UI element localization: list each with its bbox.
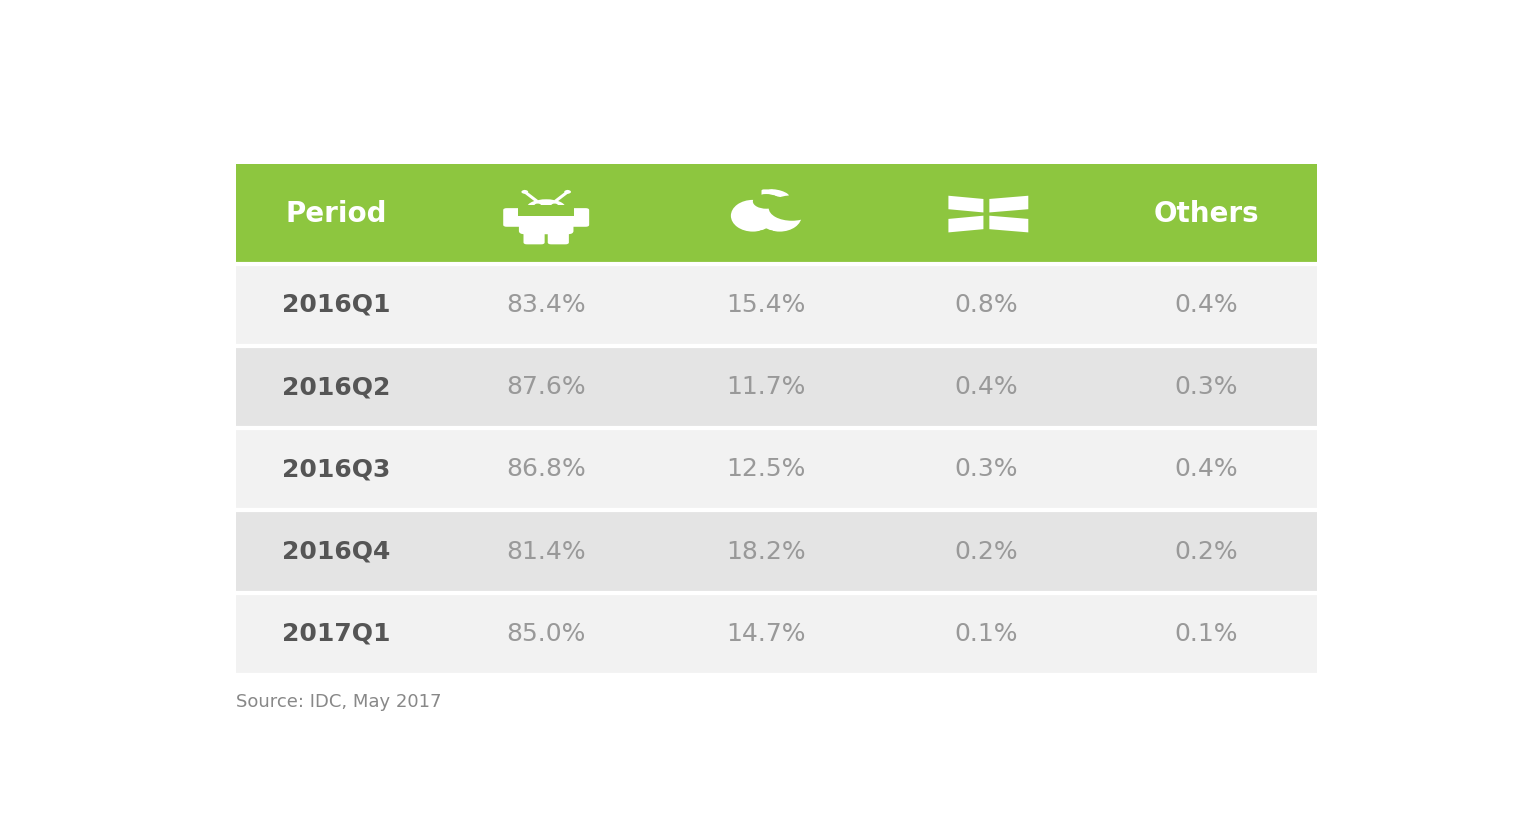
Text: 2017Q1: 2017Q1: [282, 621, 391, 646]
Text: 0.2%: 0.2%: [954, 540, 1018, 564]
Circle shape: [535, 203, 541, 208]
FancyBboxPatch shape: [876, 510, 1097, 593]
Text: 0.4%: 0.4%: [954, 375, 1018, 399]
Text: 83.4%: 83.4%: [506, 293, 586, 317]
Text: 11.7%: 11.7%: [727, 375, 806, 399]
Circle shape: [753, 194, 780, 208]
Text: 2016Q1: 2016Q1: [282, 293, 391, 317]
Text: 0.4%: 0.4%: [1174, 293, 1238, 317]
FancyBboxPatch shape: [236, 346, 436, 428]
FancyBboxPatch shape: [520, 207, 574, 234]
Text: Others: Others: [1154, 200, 1259, 228]
Text: 2016Q4: 2016Q4: [282, 540, 391, 564]
FancyBboxPatch shape: [656, 264, 876, 346]
Ellipse shape: [756, 229, 777, 240]
FancyBboxPatch shape: [656, 593, 876, 675]
FancyBboxPatch shape: [1097, 510, 1317, 593]
FancyBboxPatch shape: [548, 228, 568, 244]
FancyBboxPatch shape: [656, 428, 876, 510]
FancyBboxPatch shape: [518, 205, 574, 216]
FancyBboxPatch shape: [656, 510, 876, 593]
Polygon shape: [989, 196, 1029, 213]
FancyBboxPatch shape: [876, 593, 1097, 675]
Text: 0.2%: 0.2%: [1174, 540, 1238, 564]
FancyBboxPatch shape: [236, 510, 436, 593]
Text: Period: Period: [285, 200, 386, 228]
Ellipse shape: [758, 200, 801, 232]
FancyBboxPatch shape: [656, 164, 876, 264]
Text: Source: IDC, May 2017: Source: IDC, May 2017: [236, 693, 442, 711]
FancyBboxPatch shape: [236, 264, 436, 346]
FancyBboxPatch shape: [436, 264, 656, 346]
Text: 18.2%: 18.2%: [727, 540, 806, 564]
Text: 0.3%: 0.3%: [1174, 375, 1238, 399]
FancyBboxPatch shape: [436, 428, 656, 510]
FancyBboxPatch shape: [436, 164, 656, 264]
Text: 15.4%: 15.4%: [727, 293, 806, 317]
Circle shape: [551, 203, 558, 208]
Text: 86.8%: 86.8%: [506, 457, 586, 481]
FancyBboxPatch shape: [1097, 346, 1317, 428]
FancyBboxPatch shape: [876, 428, 1097, 510]
Ellipse shape: [730, 200, 774, 232]
FancyBboxPatch shape: [436, 346, 656, 428]
Polygon shape: [948, 216, 983, 233]
Text: 85.0%: 85.0%: [506, 621, 586, 646]
Ellipse shape: [768, 189, 789, 198]
Text: 81.4%: 81.4%: [506, 540, 586, 564]
Text: 0.1%: 0.1%: [954, 621, 1018, 646]
FancyBboxPatch shape: [1097, 428, 1317, 510]
Text: 0.1%: 0.1%: [1174, 621, 1238, 646]
FancyBboxPatch shape: [762, 189, 774, 201]
Text: 0.8%: 0.8%: [954, 293, 1018, 317]
FancyBboxPatch shape: [524, 211, 568, 212]
FancyBboxPatch shape: [236, 428, 436, 510]
Text: 12.5%: 12.5%: [727, 457, 806, 481]
FancyBboxPatch shape: [436, 510, 656, 593]
FancyBboxPatch shape: [236, 593, 436, 675]
Circle shape: [768, 195, 815, 221]
FancyBboxPatch shape: [876, 264, 1097, 346]
Text: 0.4%: 0.4%: [1174, 457, 1238, 481]
FancyBboxPatch shape: [524, 228, 544, 244]
Text: 2016Q2: 2016Q2: [282, 375, 391, 399]
FancyBboxPatch shape: [1097, 264, 1317, 346]
FancyBboxPatch shape: [236, 164, 436, 264]
Text: 2016Q3: 2016Q3: [282, 457, 391, 481]
Polygon shape: [948, 196, 983, 213]
FancyBboxPatch shape: [1097, 593, 1317, 675]
FancyBboxPatch shape: [436, 593, 656, 675]
Circle shape: [564, 190, 571, 193]
Text: 0.3%: 0.3%: [954, 457, 1018, 481]
Polygon shape: [989, 216, 1029, 233]
FancyBboxPatch shape: [1097, 164, 1317, 264]
Circle shape: [521, 190, 529, 193]
Ellipse shape: [527, 199, 565, 215]
FancyBboxPatch shape: [876, 164, 1097, 264]
FancyBboxPatch shape: [656, 346, 876, 428]
FancyBboxPatch shape: [568, 208, 589, 227]
FancyBboxPatch shape: [503, 208, 524, 227]
Text: 87.6%: 87.6%: [506, 375, 586, 399]
Text: 14.7%: 14.7%: [727, 621, 806, 646]
FancyBboxPatch shape: [876, 346, 1097, 428]
